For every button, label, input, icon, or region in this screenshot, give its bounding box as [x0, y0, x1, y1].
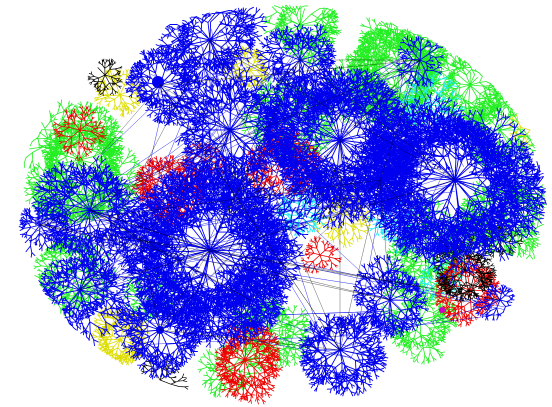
blue-hub-14 [106, 208, 170, 271]
red-cluster-6 [300, 236, 343, 274]
blue-hub-8 [113, 288, 209, 380]
magenta-node [439, 307, 445, 313]
yellow-cluster-3 [94, 67, 145, 118]
red-cluster-4 [52, 105, 107, 161]
black-cluster-4 [87, 58, 123, 97]
hub-node-5 [194, 307, 200, 313]
blue-hub-5 [155, 6, 268, 87]
blue-hub-17 [472, 284, 516, 321]
long-link-layer [29, 28, 505, 360]
backbone-links-black [39, 39, 501, 351]
blue-hub-13 [211, 257, 291, 344]
blue-hub-10 [352, 254, 430, 341]
blue-hub-7 [38, 252, 132, 347]
blue-hub-16 [395, 35, 444, 88]
hub-node-2 [252, 93, 258, 99]
